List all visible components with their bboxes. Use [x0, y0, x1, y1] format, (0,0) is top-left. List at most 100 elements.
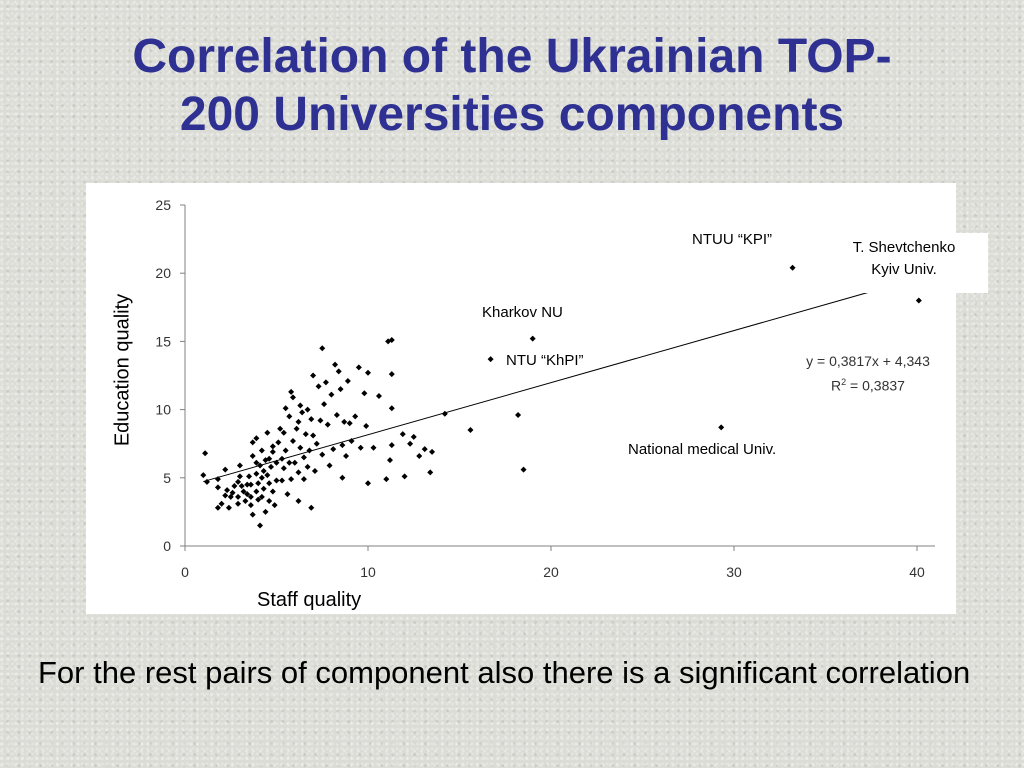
data-point [222, 492, 229, 499]
data-point [200, 472, 207, 479]
data-point [315, 383, 322, 390]
r-squared-text: R2 = 0,3837 [768, 372, 968, 397]
data-point [257, 462, 264, 469]
data-point [289, 437, 296, 444]
data-point [339, 442, 346, 449]
data-point [244, 481, 251, 488]
data-point [324, 421, 331, 428]
data-point [280, 429, 287, 436]
data-point [346, 420, 353, 427]
data-point [410, 433, 417, 440]
data-point [235, 500, 242, 507]
data-point [386, 457, 393, 464]
data-point [328, 391, 335, 398]
trendline [203, 278, 918, 483]
data-point [299, 409, 306, 416]
x-tick-label: 40 [909, 564, 925, 580]
data-point [288, 388, 295, 395]
data-point [388, 405, 395, 412]
data-point [284, 491, 291, 498]
data-point [258, 447, 265, 454]
annotation-shevchenko: T. Shevtchenko Kyiv Univ. [820, 233, 988, 293]
data-point [288, 476, 295, 483]
data-point [214, 484, 221, 491]
x-tick-label: 10 [360, 564, 376, 580]
footer-text: For the rest pairs of component also the… [38, 655, 971, 690]
data-point [202, 450, 209, 457]
r-squared-prefix: R [831, 377, 842, 394]
y-axis-label: Education quality [111, 293, 134, 447]
data-point [258, 474, 265, 481]
annotation-kpi: NTUU “KPI” [692, 231, 772, 248]
data-point [214, 476, 221, 483]
data-point [326, 462, 333, 469]
data-point [231, 482, 238, 489]
data-point [277, 425, 284, 432]
x-tick-label: 0 [181, 564, 189, 580]
trendline-equation: y = 0,3817x + 4,343 R2 = 0,3837 [768, 351, 968, 397]
data-point [339, 474, 346, 481]
data-point [236, 473, 243, 480]
data-point [348, 437, 355, 444]
data-point [286, 413, 293, 420]
data-point [355, 364, 362, 371]
data-point [238, 482, 245, 489]
slide-title-line-1: Correlation of the Ukrainian TOP- [132, 30, 892, 83]
data-point [304, 406, 311, 413]
data-point [291, 459, 298, 466]
data-point [344, 377, 351, 384]
data-point [214, 504, 221, 511]
annotation-kharkov: Kharkov NU [482, 304, 563, 321]
data-point [297, 444, 304, 451]
annotation-shevchenko-line-1: T. Shevtchenko [852, 239, 956, 256]
data-point [401, 473, 408, 480]
data-point [255, 496, 262, 503]
data-point [266, 455, 273, 462]
data-point [341, 418, 348, 425]
data-point [375, 392, 382, 399]
data-point [257, 522, 264, 529]
data-point [273, 477, 280, 484]
scatter-chart: 0 5 10 15 20 25 0 10 20 30 40 [155, 197, 935, 580]
data-point [789, 264, 796, 271]
chart-panel: 0 5 10 15 20 25 0 10 20 30 40 [86, 183, 956, 614]
data-point [280, 465, 287, 472]
data-point [282, 405, 289, 412]
data-point [269, 448, 276, 455]
data-point [310, 372, 317, 379]
data-point [321, 401, 328, 408]
data-point [273, 459, 280, 466]
data-point [311, 467, 318, 474]
data-point [365, 369, 371, 376]
data-point [235, 478, 242, 485]
data-point [253, 435, 260, 442]
data-point [319, 451, 326, 458]
data-point [300, 476, 307, 483]
data-point [915, 297, 922, 304]
data-point [253, 470, 260, 477]
data-point [332, 361, 339, 368]
data-point [365, 480, 371, 487]
y-tick-label: 20 [155, 265, 171, 281]
annotation-medical: National medical Univ. [628, 441, 777, 458]
slide-title: Correlation of the Ukrainian TOP- 200 Un… [0, 28, 1024, 144]
data-point [343, 452, 350, 459]
data-point [300, 454, 307, 461]
y-tick-label: 0 [163, 538, 171, 554]
data-point [487, 356, 494, 363]
data-point [295, 418, 302, 425]
data-point [266, 497, 273, 504]
data-point [317, 417, 324, 424]
data-point [260, 485, 267, 492]
data-point [289, 394, 296, 401]
data-point [407, 440, 414, 447]
annotation-khpi: NTU “KhPI” [502, 352, 588, 369]
data-point [266, 480, 273, 487]
data-point [240, 488, 247, 495]
y-tick-label: 10 [155, 402, 171, 418]
data-point [388, 371, 395, 378]
data-point [275, 439, 282, 446]
data-point [370, 444, 377, 451]
slide-title-line-2: 200 Universities components [179, 88, 845, 141]
x-tick-label: 30 [726, 564, 742, 580]
